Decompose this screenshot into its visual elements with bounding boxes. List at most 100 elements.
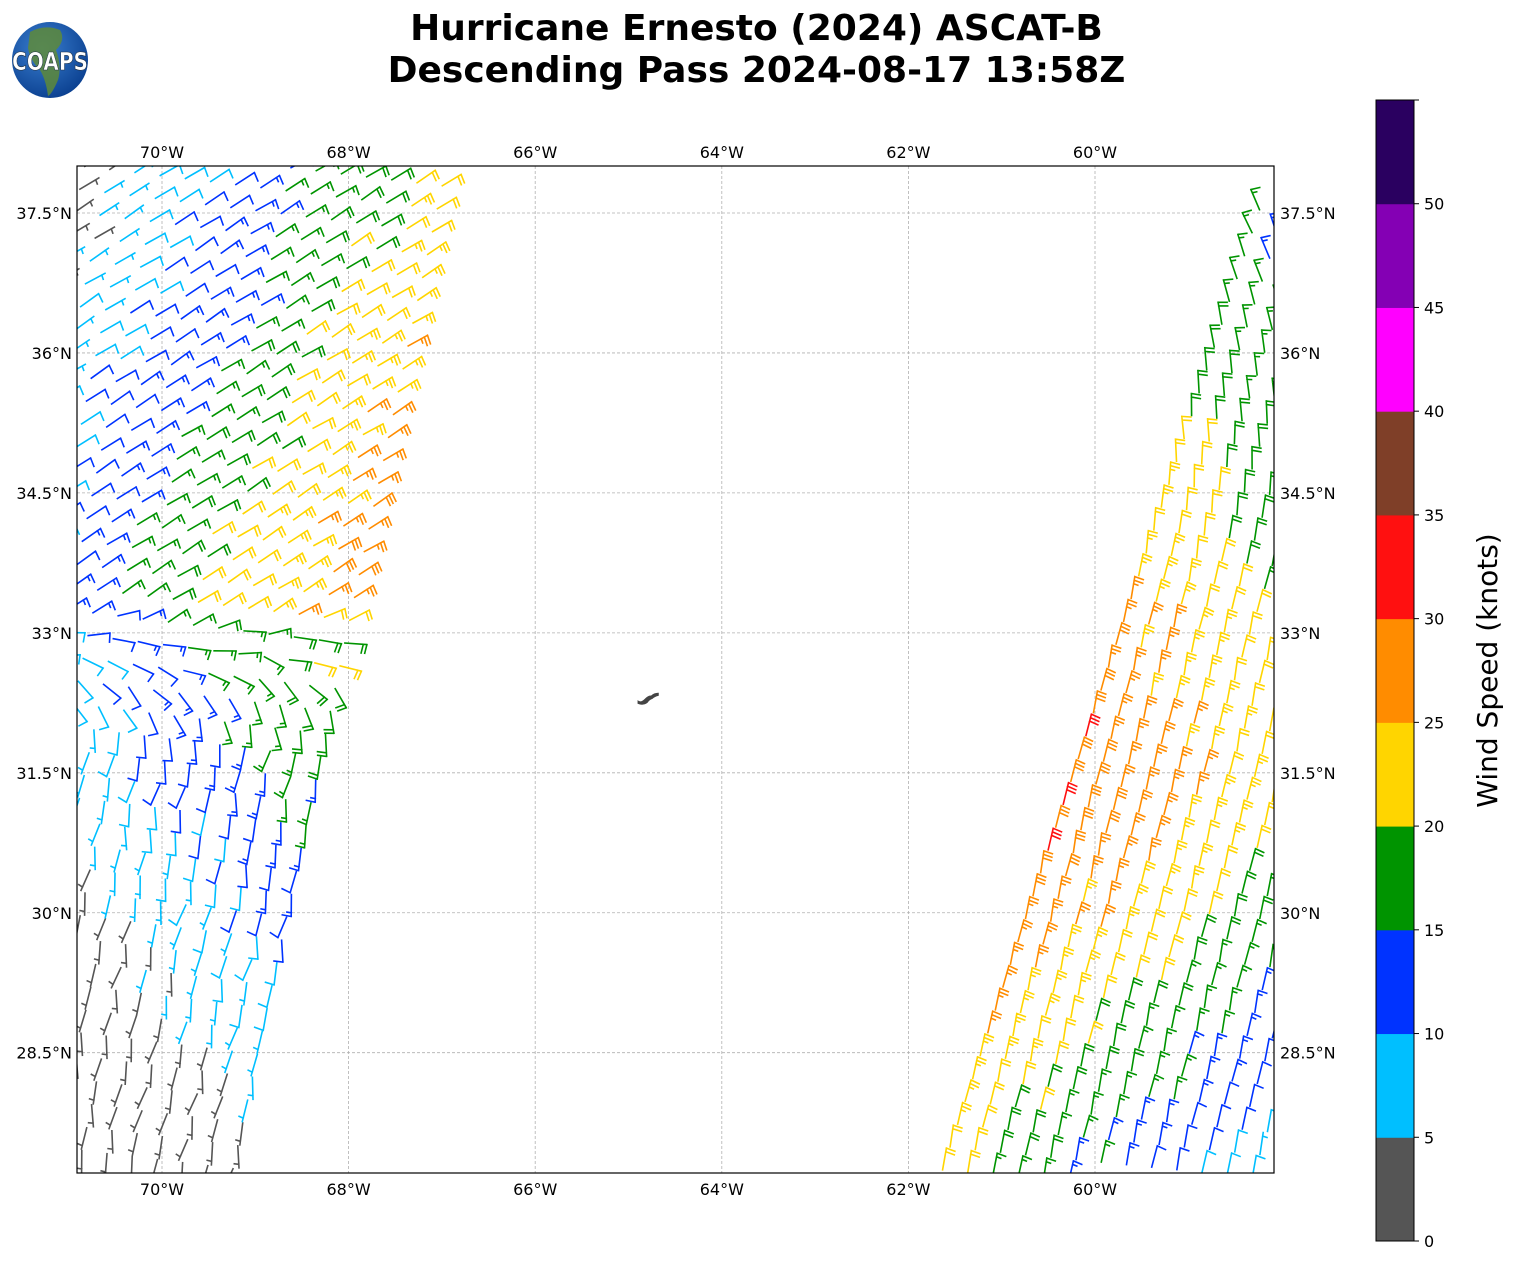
- wind-barb: [196, 472, 222, 486]
- wind-barb: [1120, 999, 1136, 1024]
- wind-barb: [1127, 977, 1144, 1001]
- wind-barb: [273, 939, 284, 963]
- wind-barb: [84, 272, 107, 285]
- wind-barb: [153, 1018, 163, 1043]
- wind-barb: [1315, 572, 1329, 593]
- wind-barb: [112, 637, 136, 653]
- wind-barb: [210, 286, 235, 300]
- wind-barb: [2, 544, 24, 555]
- wind-barb: [242, 818, 257, 843]
- wind-barb: [1464, 257, 1471, 278]
- wind-barb: [29, 887, 35, 909]
- wind-barb: [127, 1132, 139, 1157]
- wind-barb: [97, 754, 116, 778]
- wind-barb: [77, 1126, 88, 1151]
- wind-barb: [89, 247, 110, 262]
- wind-barb: [17, 592, 39, 604]
- wind-barb: [210, 1096, 224, 1119]
- wind-barb: [212, 979, 224, 1003]
- wind-barb: [207, 543, 232, 558]
- wind-barb: [1439, 513, 1450, 535]
- wind-barb: [1153, 506, 1166, 531]
- wind-barb: [1489, 518, 1501, 540]
- wind-barb: [224, 770, 242, 794]
- wind-barb: [192, 613, 217, 626]
- wind-barb: [102, 683, 122, 706]
- wind-barb: [1411, 676, 1424, 698]
- wind-barb: [1378, 696, 1392, 717]
- wind-barb: [0, 237, 8, 249]
- wind-barb: [199, 907, 212, 930]
- wind-barb: [1431, 371, 1440, 393]
- wind-barb: [1443, 325, 1452, 347]
- wind-barb: [1323, 785, 1335, 807]
- wind-barb: [217, 619, 243, 632]
- wind-barb: [281, 318, 306, 332]
- wind-barb: [238, 651, 263, 663]
- wind-barb: [291, 389, 316, 404]
- wind-barb: [1142, 695, 1158, 719]
- wind-barb: [204, 884, 217, 909]
- wind-barb: [9, 146, 28, 158]
- wind-barb: [107, 1129, 114, 1154]
- wind-barb: [122, 709, 138, 734]
- wind-barb: [231, 747, 246, 771]
- wind-barb: [77, 550, 101, 566]
- wind-barb: [1175, 1146, 1190, 1171]
- wind-barb: [57, 985, 66, 1006]
- wind-barb: [1127, 740, 1143, 765]
- wind-barb: [77, 384, 85, 396]
- wind-barb: [1208, 890, 1224, 915]
- wind-barb: [1391, 579, 1404, 601]
- wind-barb: [1469, 658, 1482, 680]
- wind-barb: [192, 930, 208, 954]
- wind-barb: [97, 706, 110, 731]
- wind-barb: [1320, 714, 1333, 736]
- wind-barb: [1115, 1093, 1130, 1118]
- wind-barb: [1387, 343, 1396, 365]
- lat-tick-label-right: 30°N: [1280, 904, 1320, 923]
- wind-barb: [1138, 1025, 1154, 1049]
- wind-barb: [295, 248, 320, 264]
- wind-barb: [147, 924, 157, 948]
- wind-barb: [1059, 946, 1075, 971]
- wind-barb: [327, 464, 352, 479]
- gridlines: [77, 166, 1274, 1173]
- wind-barb: [94, 226, 116, 240]
- wind-barb: [297, 482, 322, 498]
- wind-barb: [1253, 517, 1268, 541]
- wind-barb: [3, 1119, 11, 1141]
- wind-barb: [1348, 1023, 1360, 1045]
- wind-barb: [1383, 602, 1397, 623]
- wind-barb: [134, 1087, 148, 1110]
- wind-barb: [1426, 630, 1440, 651]
- wind-barb: [234, 171, 259, 186]
- wind-barb: [1234, 326, 1246, 351]
- wind-barb: [1188, 557, 1202, 582]
- wind-barb: [10, 264, 29, 275]
- wind-barb: [0, 215, 14, 226]
- wind-barb: [1213, 796, 1229, 821]
- wind-barb: [77, 363, 87, 372]
- wind-barb: [210, 955, 228, 979]
- wind-barb: [220, 124, 242, 136]
- colorbar-bin: [1376, 1137, 1414, 1242]
- wind-barb: [1012, 1012, 1027, 1037]
- wind-barb: [1107, 880, 1122, 904]
- wind-barb: [1195, 771, 1211, 795]
- wind-barb: [186, 975, 198, 1000]
- wind-barb: [338, 536, 363, 551]
- wind-barb: [38, 724, 43, 746]
- wind-barb: [182, 539, 207, 555]
- wind-barb: [11, 381, 30, 392]
- wind-barb: [1432, 276, 1441, 298]
- wind-barb: [1484, 612, 1497, 634]
- wind-barb: [1323, 548, 1334, 570]
- wind-barb: [1200, 913, 1217, 937]
- wind-barb: [1295, 475, 1305, 497]
- wind-barb: [169, 927, 182, 950]
- wind-barb: [1223, 608, 1238, 633]
- wind-barb: [33, 1004, 38, 1026]
- wind-barb: [25, 1027, 31, 1049]
- wind-barb: [36, 841, 44, 862]
